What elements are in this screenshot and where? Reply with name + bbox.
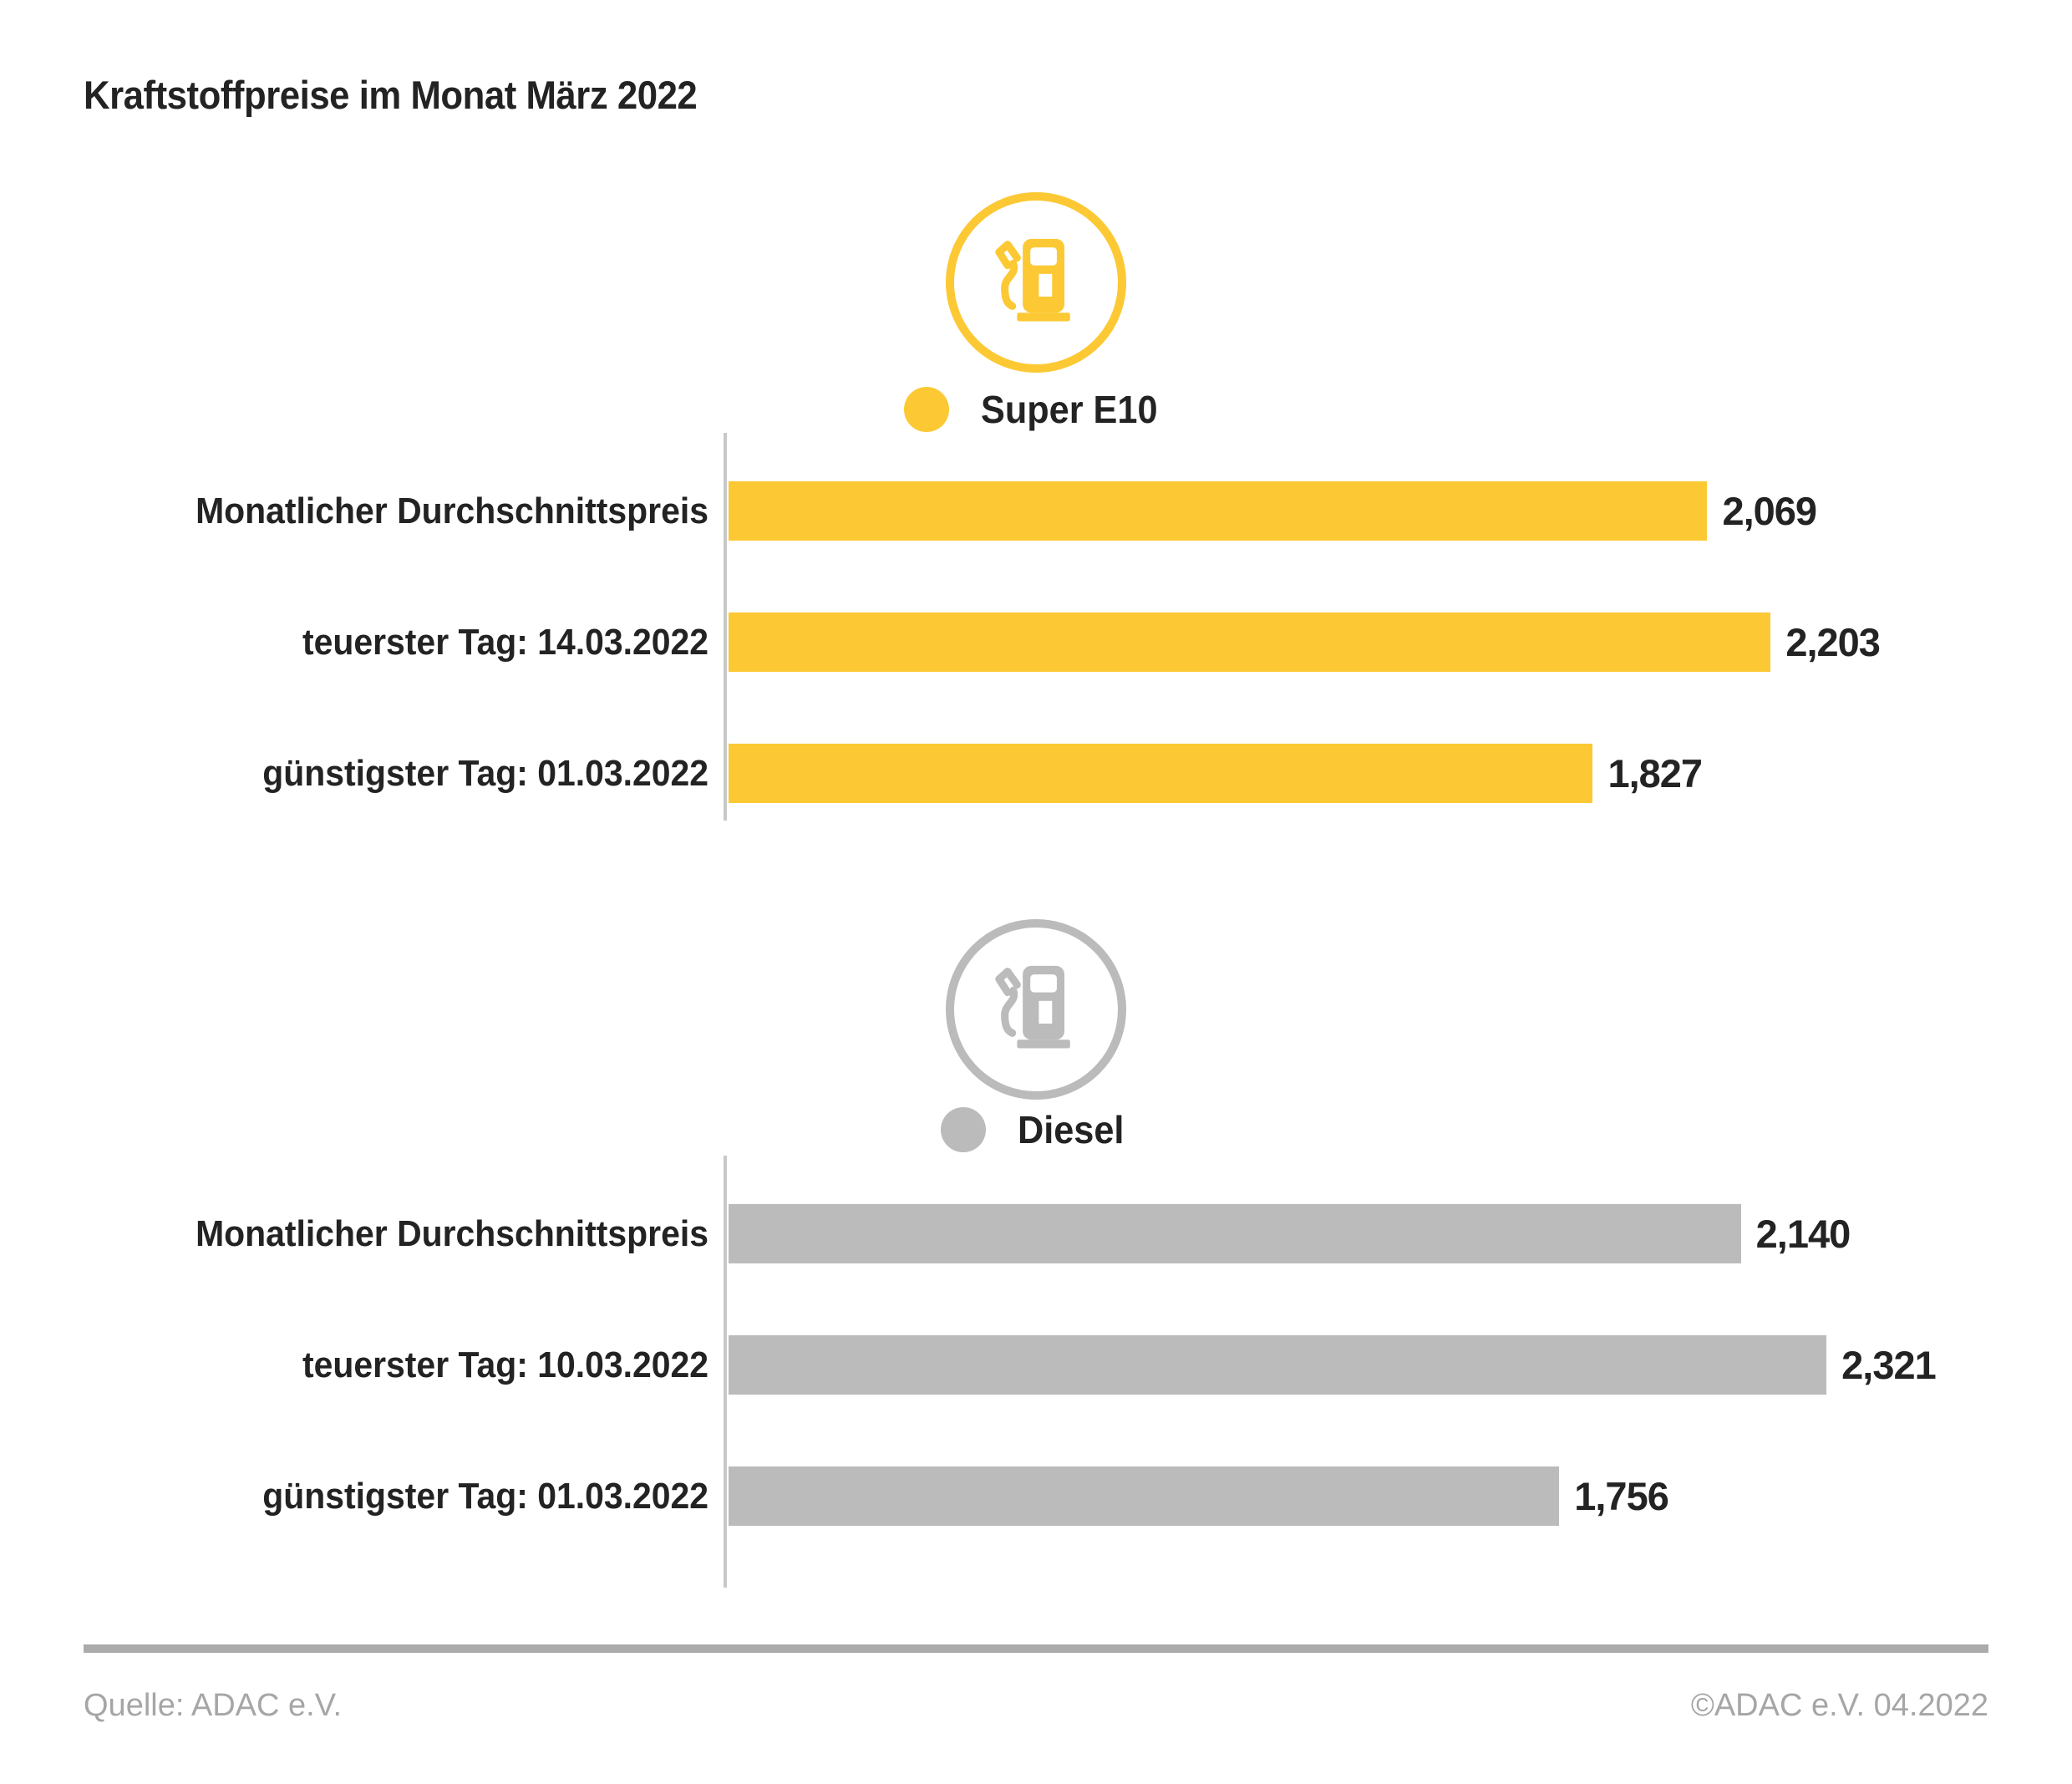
bar-row: günstigster Tag: 01.03.2022 1,827: [84, 744, 2072, 803]
super-e10-legend: Super E10: [0, 386, 2072, 433]
category-label: günstigster Tag: 01.03.2022: [262, 1475, 708, 1517]
category-label: teuerster Tag: 10.03.2022: [302, 1344, 708, 1385]
bar-row: teuerster Tag: 10.03.2022 2,321: [84, 1335, 2072, 1395]
axis-line: [724, 1156, 727, 1588]
page-title: Kraftstoffpreise im Monat März 2022: [84, 73, 698, 117]
bar-area: 2,069: [729, 481, 2072, 541]
axis-line: [724, 433, 727, 821]
fuel-pump-icon: [995, 238, 1070, 322]
legend-dot: [941, 1107, 987, 1152]
value-label: 2,203: [1785, 620, 1881, 664]
bar-row: günstigster Tag: 01.03.2022 1,756: [84, 1466, 2072, 1526]
fuel-pump-badge: [946, 192, 1126, 373]
super-e10-chart: Monatlicher Durchschnittspreis 2,069 teu…: [84, 433, 2072, 821]
value-label: 2,321: [1841, 1343, 1937, 1387]
bar-row: teuerster Tag: 14.03.2022 2,203: [84, 612, 2072, 672]
bar-area: 1,756: [729, 1466, 2072, 1526]
bar-row: Monatlicher Durchschnittspreis 2,140: [84, 1204, 2072, 1263]
fuel-pump-badge: [946, 919, 1126, 1100]
footer-divider: [84, 1644, 1988, 1653]
category-label: günstigster Tag: 01.03.2022: [262, 752, 708, 794]
bar-super-e10-min: [729, 744, 1593, 803]
legend-dot: [903, 387, 949, 432]
bar-super-e10-max: [729, 612, 1771, 672]
bar-area: 2,203: [729, 612, 2072, 672]
category-label: Monatlicher Durchschnittspreis: [196, 1212, 708, 1254]
bar-super-e10-average: [729, 481, 1708, 541]
bar-diesel-max: [729, 1335, 1827, 1395]
legend-label: Super E10: [980, 388, 1158, 431]
legend-label: Diesel: [1018, 1108, 1125, 1151]
value-label: 2,069: [1722, 489, 1817, 533]
value-label: 1,756: [1574, 1474, 1669, 1518]
bar-area: 2,321: [729, 1335, 2072, 1395]
source-note: Quelle: ADAC e.V.: [84, 1688, 343, 1723]
bar-diesel-min: [729, 1466, 1560, 1526]
diesel-chart: Monatlicher Durchschnittspreis 2,140 teu…: [84, 1156, 2072, 1588]
value-label: 1,827: [1607, 751, 1703, 795]
copyright-note: ©ADAC e.V. 04.2022: [1690, 1688, 1988, 1723]
diesel-legend: Diesel: [0, 1106, 2072, 1153]
bar-area: 2,140: [729, 1204, 2072, 1263]
bar-area: 1,827: [729, 744, 2072, 803]
fuel-pump-icon: [995, 965, 1070, 1049]
value-label: 2,140: [1755, 1212, 1851, 1256]
bar-row: Monatlicher Durchschnittspreis 2,069: [84, 481, 2072, 541]
category-label: teuerster Tag: 14.03.2022: [302, 621, 708, 663]
category-label: Monatlicher Durchschnittspreis: [196, 490, 708, 531]
bar-diesel-average: [729, 1204, 1741, 1263]
